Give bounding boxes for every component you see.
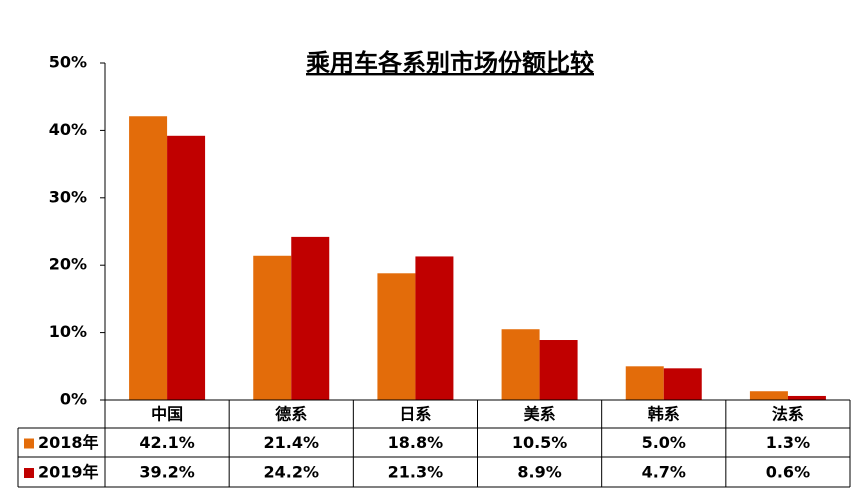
y-tick-label: 20% xyxy=(49,255,87,274)
value-label: 1.3% xyxy=(766,433,810,452)
value-label: 18.8% xyxy=(388,433,444,452)
value-label: 39.2% xyxy=(139,463,195,482)
value-label: 0.6% xyxy=(766,463,810,482)
y-tick-label: 50% xyxy=(49,53,87,72)
y-tick-label: 30% xyxy=(49,187,87,206)
x-tick-label: 韩系 xyxy=(648,405,680,424)
bar xyxy=(749,391,788,400)
y-tick-label: 10% xyxy=(49,322,87,341)
bar xyxy=(539,340,578,400)
value-label: 24.2% xyxy=(263,463,319,482)
value-label: 21.3% xyxy=(388,463,444,482)
x-tick-label: 法系 xyxy=(772,405,804,424)
value-label: 21.4% xyxy=(263,433,319,452)
x-tick-label: 日系 xyxy=(399,405,431,424)
legend-swatch xyxy=(24,438,34,449)
bar xyxy=(253,255,292,400)
value-label: 5.0% xyxy=(642,433,686,452)
y-tick-label: 0% xyxy=(60,390,87,409)
x-tick-label: 中国 xyxy=(151,405,183,424)
bar xyxy=(663,368,702,400)
chart-title: 乘用车各系别市场份额比较 xyxy=(305,49,594,77)
bar xyxy=(787,395,826,400)
bar xyxy=(501,329,540,400)
y-tick-label: 40% xyxy=(49,120,87,139)
x-tick-label: 德系 xyxy=(275,405,307,424)
bar xyxy=(377,273,416,400)
bar xyxy=(291,236,330,400)
legend-swatch xyxy=(24,468,34,478)
legend-label: 2019年 xyxy=(38,463,99,482)
x-tick-label: 美系 xyxy=(524,405,556,424)
bar xyxy=(415,256,454,400)
bar xyxy=(129,116,168,400)
bar xyxy=(625,366,664,400)
bar xyxy=(167,135,206,401)
legend-label: 2018年 xyxy=(38,433,99,452)
value-label: 4.7% xyxy=(642,463,686,482)
value-label: 8.9% xyxy=(517,463,561,482)
value-label: 42.1% xyxy=(139,433,195,452)
value-label: 10.5% xyxy=(512,433,568,452)
